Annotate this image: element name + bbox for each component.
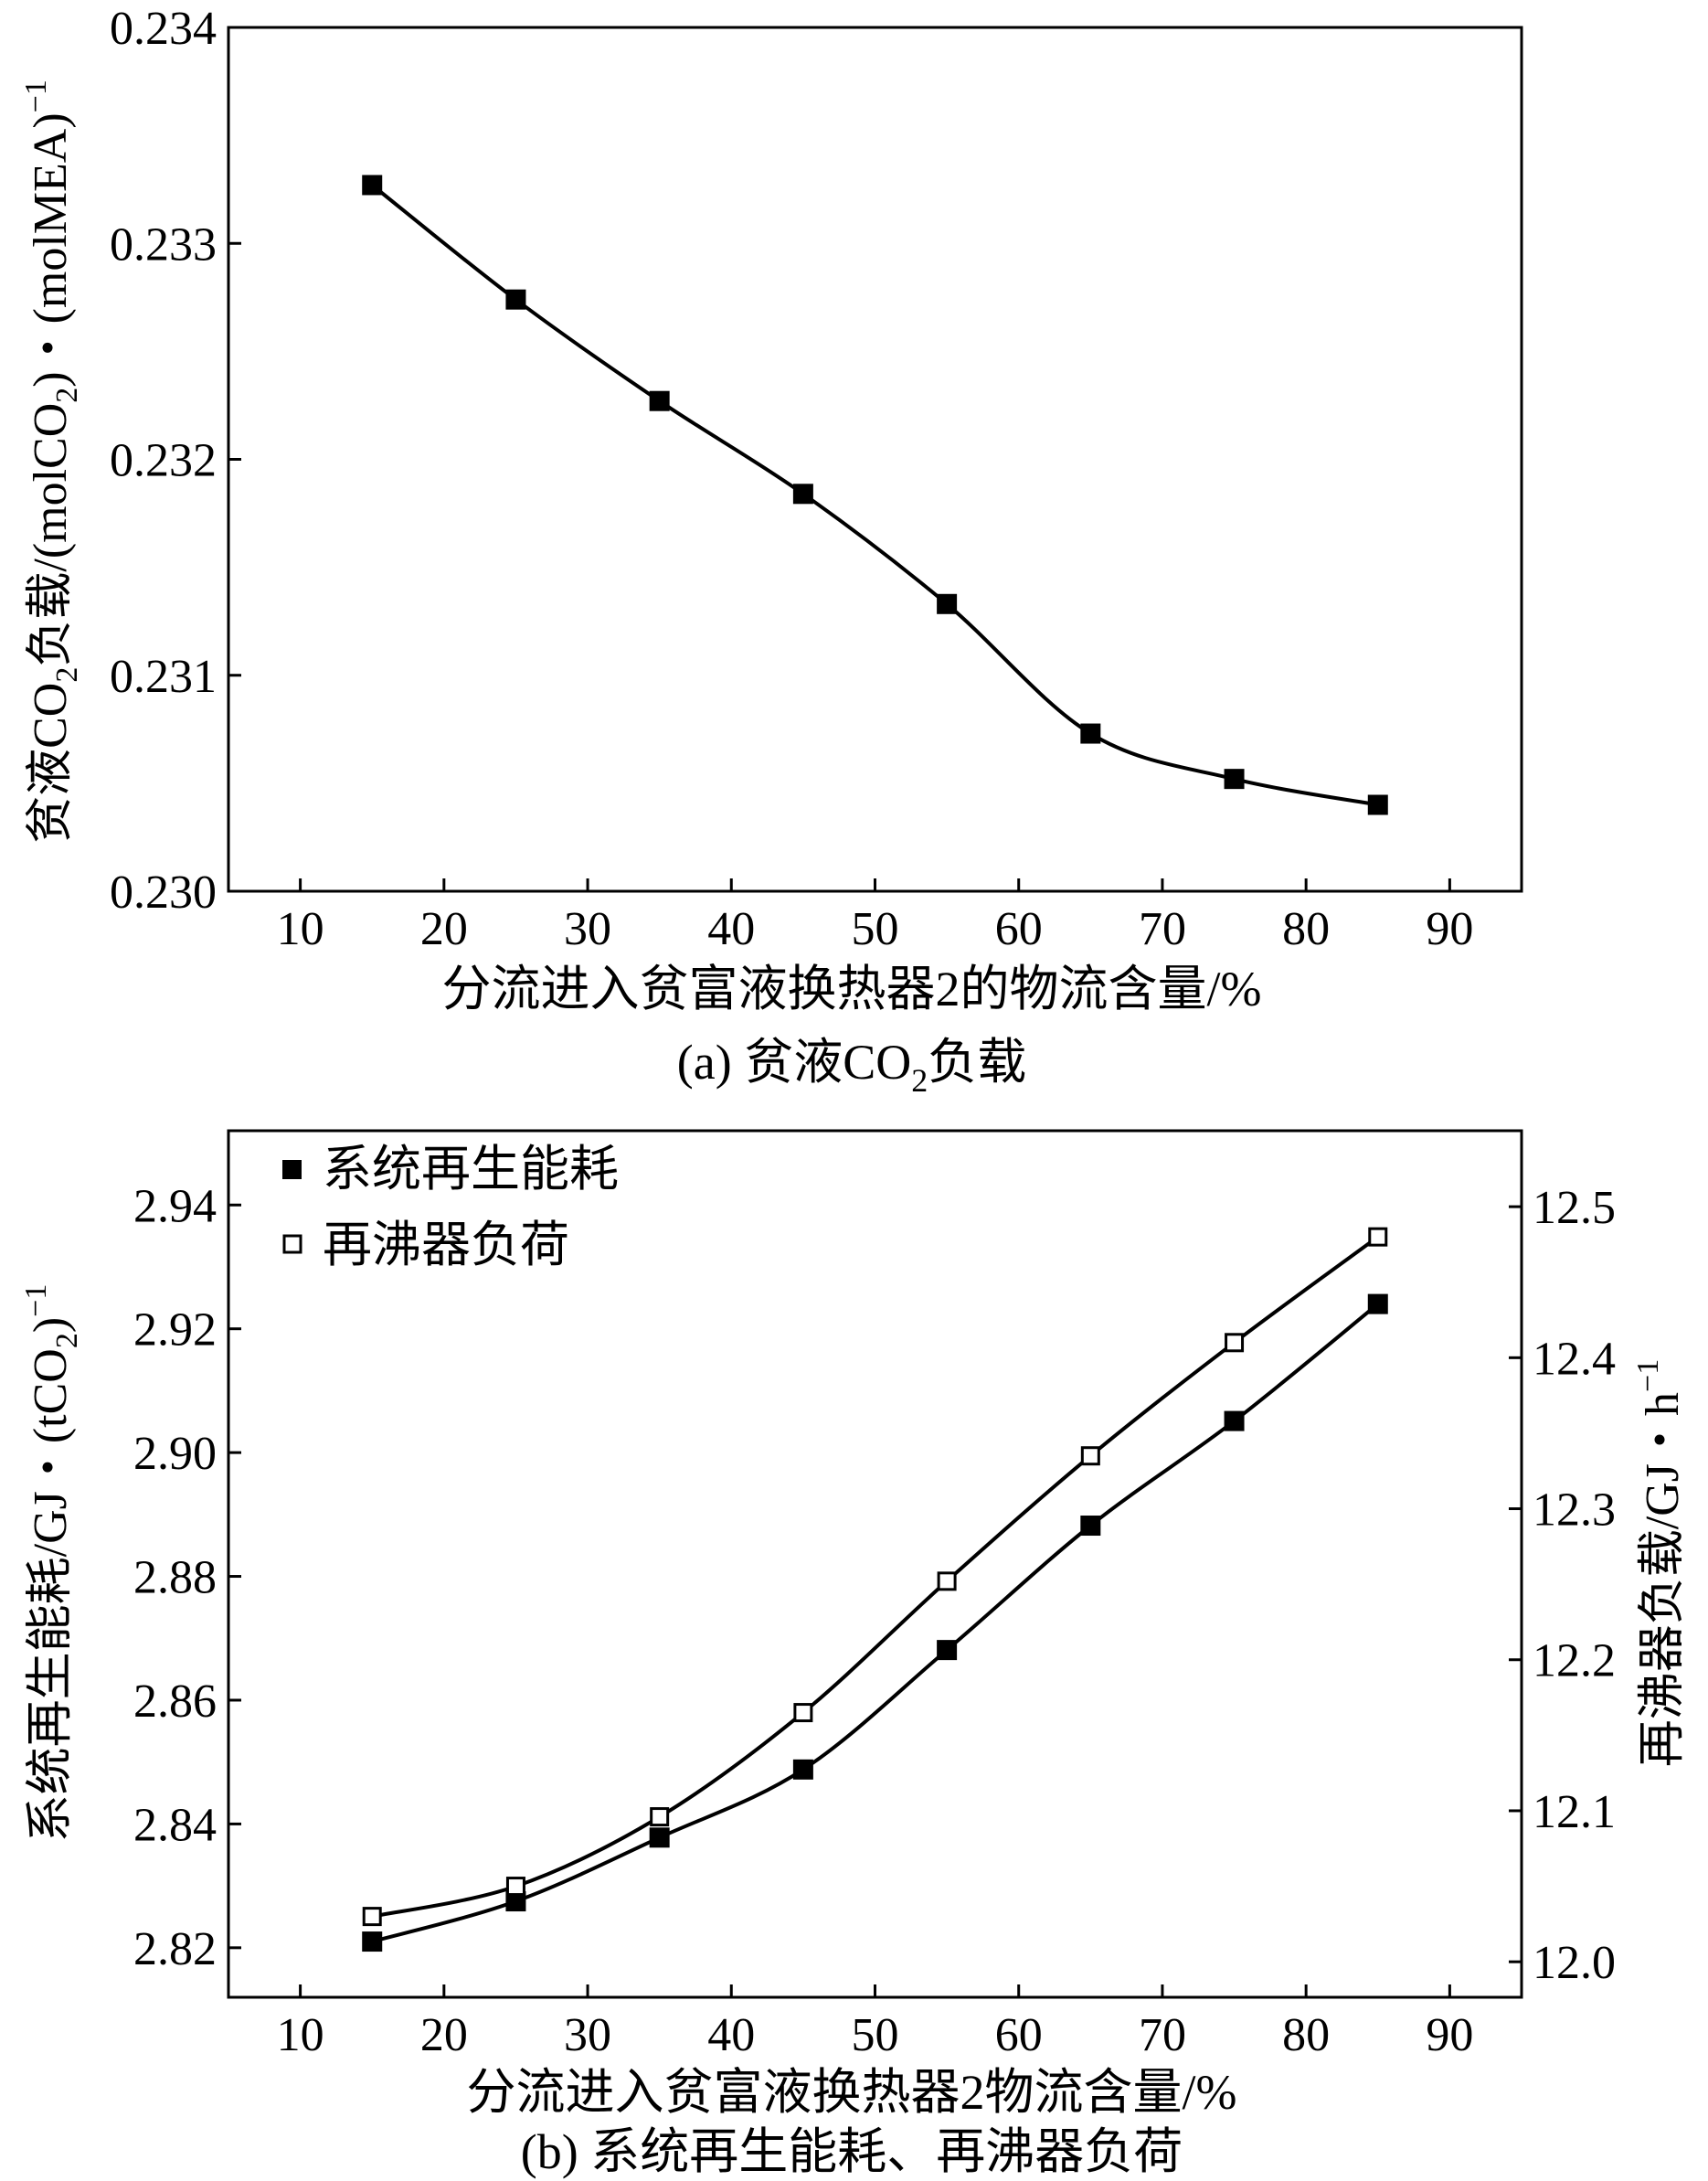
legend-label-series-1: 系统再生能耗 [323, 1142, 619, 1197]
chart-a-plot-frame [227, 26, 1523, 893]
chart-a: 10 20 30 40 50 60 70 80 90 0.2300.2310.2320.2330… [19, 3, 1523, 1099]
x-tick-label: 30 [564, 2009, 611, 2061]
chart-a-series-lines [370, 183, 1379, 807]
x-tick-label: 60 [995, 903, 1043, 955]
series-line-2 [371, 1235, 1379, 1919]
x-tick-label: 40 [707, 903, 755, 955]
chart-b-right-y-ticks: 12.0 12.1 12.2 12.3 12.4 12.5 [1509, 1182, 1616, 1989]
chart-b-series-lines [371, 1235, 1380, 1944]
chart-a-caption: (a) 贫液CO2负载 [677, 1035, 1026, 1099]
chart-b-caption: (b) 系统再生能耗、再沸器负荷 [521, 2124, 1183, 2179]
y2-tick-label: 12.4 [1533, 1333, 1616, 1385]
data-point-filled-square [937, 1640, 958, 1661]
data-point-filled-square [792, 1759, 813, 1780]
x-tick-label: 30 [564, 903, 611, 955]
data-point-filled-square [1224, 769, 1245, 790]
y-tick-label: 0.230 [110, 867, 217, 919]
chart-a-x-ticks: 10 20 30 40 50 60 70 80 90 [277, 878, 1473, 955]
y2-tick-label: 12.0 [1533, 1937, 1616, 1989]
y2-tick-label: 12.1 [1533, 1786, 1616, 1838]
y-tick-label: 2.86 [133, 1676, 217, 1728]
y2-tick-label: 12.2 [1533, 1635, 1616, 1687]
x-tick-label: 50 [852, 903, 899, 955]
x-tick-label: 90 [1426, 2009, 1473, 2061]
y-tick-label: 0.233 [110, 218, 217, 271]
chart-b-left-y-ticks: 2.82 2.84 2.86 2.88 2.90 2.92 2.94 [133, 1180, 241, 1975]
data-point-open-square [650, 1807, 670, 1827]
data-point-filled-square [649, 1827, 670, 1848]
chart-a-y-ticks: 0.230 0.231 0.232 0.233 0.234 [110, 3, 241, 919]
series-line-1 [371, 1303, 1380, 1944]
data-point-open-square [1368, 1227, 1388, 1247]
chart-b-x-axis-label: 分流进入贫富液换热器2物流含量/% [467, 2065, 1237, 2120]
data-point-filled-square [362, 175, 383, 196]
x-tick-label: 70 [1139, 2009, 1186, 2061]
x-tick-label: 20 [420, 903, 468, 955]
data-point-open-square [937, 1571, 957, 1591]
y-tick-label: 2.84 [133, 1799, 217, 1851]
x-tick-label: 50 [852, 2009, 899, 2061]
data-point-filled-square [505, 289, 526, 310]
chart-b-legend: 系统再生能耗 再沸器负荷 [282, 1142, 619, 1272]
data-point-filled-square [1367, 1293, 1388, 1314]
chart-b-series-markers [362, 1227, 1388, 1952]
data-point-open-square [1080, 1446, 1100, 1466]
data-point-filled-square [362, 1931, 383, 1952]
data-point-filled-square [1367, 794, 1388, 815]
legend-label-series-2: 再沸器负荷 [323, 1218, 569, 1272]
y-tick-label: 2.94 [133, 1180, 217, 1232]
y-tick-label: 2.82 [133, 1923, 217, 1975]
chart-a-y-axis-label: 贫液CO2负载/(molCO2)・(molMEA)−1 [19, 80, 84, 844]
chart-a-series-markers [362, 175, 1388, 815]
chart-b-x-ticks: 10 20 30 40 50 60 70 80 90 [277, 1984, 1473, 2061]
data-point-filled-square [649, 390, 670, 411]
y-tick-label: 2.88 [133, 1552, 217, 1604]
chart-b-left-y-axis-label: 系统再生能耗/GJ・(tCO2)−1 [19, 1284, 84, 1843]
y-tick-label: 0.234 [110, 3, 217, 55]
y-tick-label: 2.90 [133, 1428, 217, 1480]
data-point-filled-square [505, 1891, 526, 1912]
x-tick-label: 80 [1282, 903, 1330, 955]
x-tick-label: 40 [707, 2009, 755, 2061]
x-tick-label: 10 [277, 903, 324, 955]
x-tick-label: 20 [420, 2009, 468, 2061]
data-point-filled-square [1080, 1516, 1101, 1537]
chart-b-right-y-axis-label: 再沸器负载/GJ・h−1 [1631, 1359, 1689, 1767]
y-tick-label: 0.231 [110, 651, 217, 703]
y2-tick-label: 12.3 [1533, 1484, 1616, 1537]
data-point-filled-square [937, 593, 958, 614]
x-tick-label: 80 [1282, 2009, 1330, 2061]
x-tick-label: 90 [1426, 903, 1473, 955]
x-tick-label: 10 [277, 2009, 324, 2061]
data-point-open-square [1225, 1333, 1245, 1353]
data-point-filled-square [792, 484, 813, 505]
data-point-open-square [793, 1703, 813, 1723]
data-point-open-square [505, 1877, 525, 1897]
data-point-filled-square [1224, 1410, 1245, 1431]
series-line-1 [370, 183, 1379, 807]
data-point-filled-square [1080, 723, 1101, 744]
y2-tick-label: 12.5 [1533, 1182, 1616, 1234]
data-point-open-square [362, 1907, 382, 1927]
x-tick-label: 60 [995, 2009, 1043, 2061]
chart-b: 10 20 30 40 50 60 70 80 90 2.822.842.862.882.902… [19, 1129, 1689, 2179]
legend-marker-filled-square [282, 1160, 302, 1179]
y-tick-label: 0.232 [110, 435, 217, 487]
y-tick-label: 2.92 [133, 1304, 217, 1356]
chart-a-x-axis-label: 分流进入贫富液换热器2的物流含量/% [442, 962, 1262, 1016]
x-tick-label: 70 [1139, 903, 1186, 955]
legend-marker-open-square [282, 1234, 302, 1254]
